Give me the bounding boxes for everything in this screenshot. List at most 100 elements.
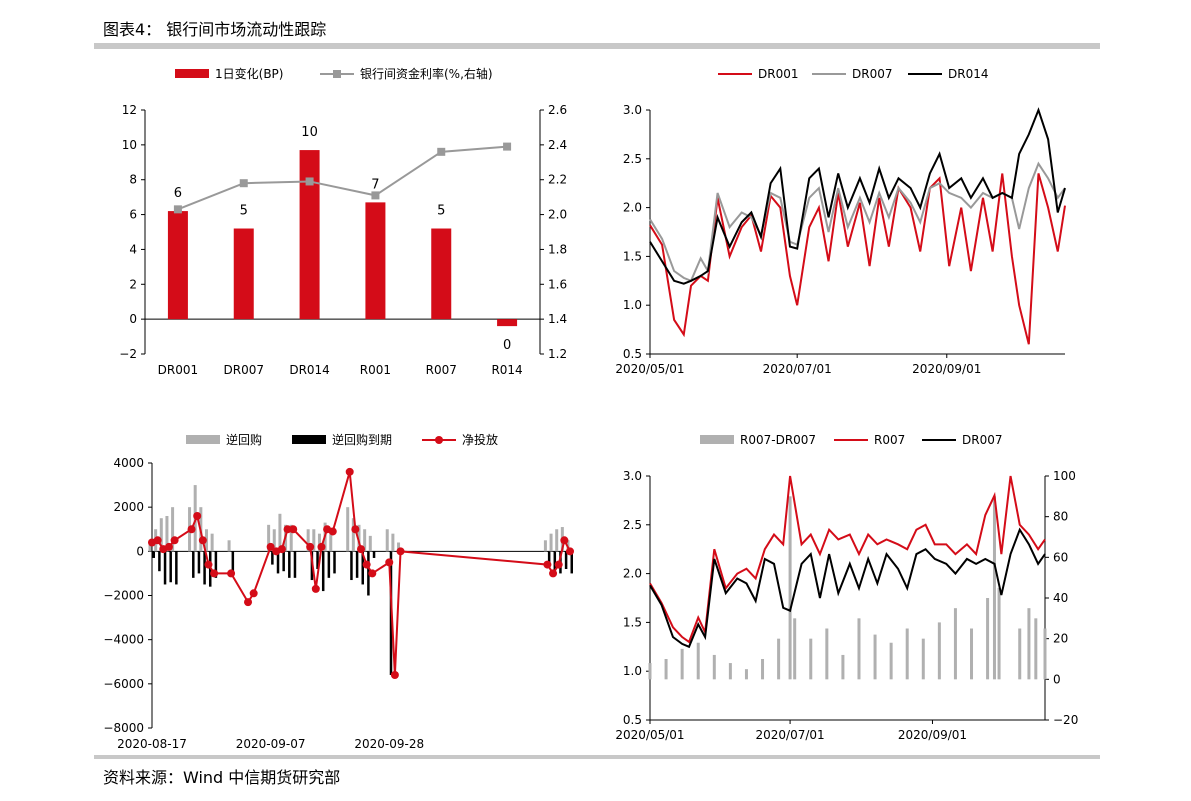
x-tick-label: 2020-08-17 — [117, 737, 187, 751]
source-note: 资料来源：Wind 中信期货研究部 — [103, 768, 341, 787]
spread-bar — [825, 628, 829, 680]
y-left-tick-label: 6 — [129, 208, 137, 222]
x-tick-label: 2020/05/01 — [615, 728, 684, 742]
spread-bar — [744, 669, 748, 680]
y-left-tick-label: 3.0 — [623, 469, 642, 483]
net-injection-point — [306, 542, 315, 551]
reverse-repo-bar — [346, 507, 350, 552]
reverse-repo-bar — [549, 533, 553, 552]
net-injection-point — [328, 527, 337, 536]
maturity-bar — [282, 551, 285, 572]
spread-bar — [680, 648, 684, 680]
net-injection-point — [153, 536, 162, 545]
net-injection-point — [357, 545, 365, 554]
reverse-repo-bar — [306, 529, 310, 552]
x-tick-label: 2020/05/01 — [615, 362, 684, 376]
y-left-tick-label: 1.0 — [623, 664, 642, 678]
x-tick-label: DR007 — [224, 363, 264, 377]
legend-label: DR007 — [962, 433, 1002, 447]
reverse-repo-bar — [555, 529, 559, 552]
x-tick-label: DR001 — [158, 363, 198, 377]
maturity-bar — [158, 551, 161, 572]
figure-title: 图表4： 银行间市场流动性跟踪 — [103, 20, 327, 39]
y-right-tick-label: 1.4 — [548, 312, 567, 326]
maturity-bar — [214, 551, 218, 578]
net-injection-point — [549, 569, 558, 578]
maturity-bar — [169, 551, 172, 583]
net-injection-point — [311, 584, 320, 593]
reverse-repo-bar — [159, 518, 163, 552]
net-injection-point — [362, 560, 371, 569]
maturity-bar — [553, 551, 557, 574]
net-injection-point — [204, 560, 213, 569]
reverse-repo-bar — [329, 529, 333, 552]
reverse-repo-bar — [543, 540, 547, 552]
rate-point — [239, 179, 248, 188]
y-tick-label: 2000 — [113, 500, 144, 514]
legend-label: 逆回购到期 — [332, 432, 392, 447]
net-injection-point — [164, 542, 173, 551]
legend-label: R007-DR007 — [740, 433, 816, 447]
y-tick-label: −6000 — [103, 677, 144, 691]
legend-label: 银行间资金利率(%,右轴) — [360, 66, 493, 81]
reverse-repo-bar — [391, 533, 395, 552]
maturity-bar — [372, 551, 376, 558]
net-injection-point — [566, 547, 574, 556]
x-tick-label: 2020/09/01 — [898, 728, 967, 742]
maturity-bar — [175, 551, 178, 585]
x-tick-label: R014 — [491, 363, 522, 377]
spread-bar — [921, 638, 925, 680]
legend-swatch — [186, 435, 220, 444]
maturity-bar — [355, 551, 359, 578]
spread-bar — [809, 638, 813, 680]
x-tick-label: 2020/07/01 — [756, 728, 825, 742]
y-right-tick-label: 2.4 — [548, 138, 567, 152]
spread-bar — [1034, 618, 1038, 680]
net-injection-point — [289, 525, 298, 534]
y-right-tick-label: 80 — [1053, 510, 1068, 524]
legend-label: DR007 — [852, 67, 892, 81]
bar-data-label: 5 — [240, 204, 248, 219]
y-right-tick-label: 0 — [1053, 672, 1061, 686]
maturity-bar — [327, 551, 331, 578]
net-injection-point — [543, 560, 552, 569]
y-left-tick-label: 10 — [122, 138, 137, 152]
spread-bar — [728, 663, 732, 680]
bottom-rule — [94, 755, 1100, 759]
y-left-tick-label: −2 — [119, 347, 137, 361]
bar — [431, 228, 452, 320]
x-tick-label: R001 — [360, 363, 391, 377]
spread-bar — [777, 638, 781, 680]
rate-point — [503, 142, 512, 151]
y-left-tick-label: 2.0 — [623, 567, 642, 581]
spread-bar — [1043, 628, 1047, 680]
maturity-bar — [293, 551, 297, 578]
maturity-bar — [547, 551, 551, 563]
legend-marker — [435, 436, 443, 444]
spread-bar — [992, 496, 996, 680]
net-injection-point — [244, 598, 253, 607]
y-right-tick-label: 20 — [1053, 632, 1068, 646]
reverse-repo-bar — [272, 529, 276, 552]
net-injection-point — [351, 525, 360, 534]
y-left-tick-label: 0.5 — [623, 713, 642, 727]
rate-point — [173, 205, 182, 214]
reverse-repo-bar — [351, 518, 355, 552]
maturity-bar — [350, 551, 353, 581]
x-tick-label: 2020-09-28 — [354, 737, 424, 751]
net-injection-point — [277, 545, 286, 554]
reverse-repo-bar — [227, 540, 231, 552]
legend-label: DR014 — [948, 67, 988, 81]
y-right-tick-label: 40 — [1053, 591, 1068, 605]
y-tick-label: −8000 — [103, 721, 144, 735]
bar-data-label: 10 — [301, 125, 318, 140]
maturity-bar — [163, 551, 167, 585]
series-line-r007 — [649, 475, 1046, 644]
bar-data-label: 6 — [174, 186, 182, 201]
spread-bar — [1018, 628, 1022, 680]
y-right-tick-label: 2.2 — [548, 173, 567, 187]
reverse-repo-bar — [368, 535, 372, 552]
